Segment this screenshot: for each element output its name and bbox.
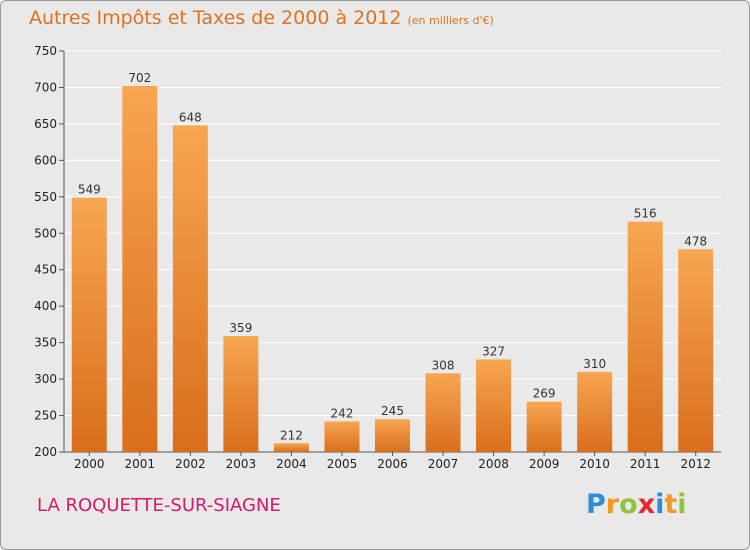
bar-2001 (122, 85, 158, 452)
y-tick-label: 450 (34, 263, 57, 277)
value-label-2002: 648 (179, 110, 202, 124)
logo-letter: i (655, 489, 665, 520)
x-tick-label-2011: 2011 (630, 457, 661, 471)
x-tick-label-2005: 2005 (327, 457, 358, 471)
chart-title: Autres Impôts et Taxes de 2000 à 2012 (en… (29, 7, 494, 29)
logo-letter: i (677, 489, 687, 520)
x-tick-label-2000: 2000 (74, 457, 105, 471)
logo-letter: r (605, 489, 620, 520)
y-tick-label: 550 (34, 190, 57, 204)
y-tick-label: 750 (34, 44, 57, 58)
bar-2012 (678, 249, 714, 452)
bar-2010 (577, 371, 613, 452)
x-tick-label-2007: 2007 (428, 457, 459, 471)
x-tick-label-2003: 2003 (226, 457, 257, 471)
value-label-2001: 702 (128, 71, 151, 85)
x-tick-label-2008: 2008 (478, 457, 509, 471)
value-label-2007: 308 (432, 358, 455, 372)
chart-title-text: Autres Impôts et Taxes de 2000 à 2012 (29, 7, 402, 29)
y-tick-label: 350 (34, 336, 57, 350)
y-tick-label: 700 (34, 80, 57, 94)
x-tick-label-2004: 2004 (276, 457, 307, 471)
bar-2003 (223, 336, 259, 452)
y-tick-label: 500 (34, 226, 57, 240)
bar-2009 (526, 401, 562, 452)
y-tick-label: 650 (34, 117, 57, 131)
x-tick-label-2009: 2009 (529, 457, 560, 471)
y-tick-label: 250 (34, 409, 57, 423)
value-label-2010: 310 (583, 357, 606, 371)
value-label-2000: 549 (78, 183, 101, 197)
bar-2004 (273, 443, 309, 452)
logo-letter: o (619, 489, 638, 520)
value-label-2012: 478 (684, 234, 707, 248)
y-tick-label: 200 (34, 445, 57, 459)
bar-2002 (172, 125, 208, 452)
bar-2005 (324, 421, 360, 452)
value-label-2005: 242 (331, 406, 354, 420)
x-tick-label-2010: 2010 (579, 457, 610, 471)
plot-area (64, 51, 721, 452)
bar-2000 (71, 197, 107, 452)
x-tick-label-2002: 2002 (175, 457, 206, 471)
y-tick-label: 400 (34, 299, 57, 313)
x-tick-label-2001: 2001 (125, 457, 156, 471)
bar-2006 (375, 419, 410, 452)
x-tick-label-2012: 2012 (680, 457, 711, 471)
logo-letter: P (586, 489, 606, 520)
value-label-2003: 359 (229, 321, 252, 335)
proxiti-logo: Proxiti (586, 489, 687, 520)
value-label-2011: 516 (634, 207, 657, 221)
chart-subtitle: (en milliers d'€) (407, 14, 494, 27)
value-label-2009: 269 (533, 387, 556, 401)
bar-2008 (476, 359, 512, 452)
x-tick-label-2006: 2006 (377, 457, 408, 471)
y-tick-label: 600 (34, 153, 57, 167)
logo-letter: t (664, 489, 678, 520)
value-label-2004: 212 (280, 428, 303, 442)
bar-2007 (425, 373, 461, 452)
value-label-2008: 327 (482, 344, 505, 358)
bar-2011 (627, 221, 663, 452)
value-label-2006: 245 (381, 404, 404, 418)
logo-letter: x (637, 489, 656, 520)
y-tick-label: 300 (34, 372, 57, 386)
commune-name: LA ROQUETTE-SUR-SIAGNE (37, 495, 281, 516)
